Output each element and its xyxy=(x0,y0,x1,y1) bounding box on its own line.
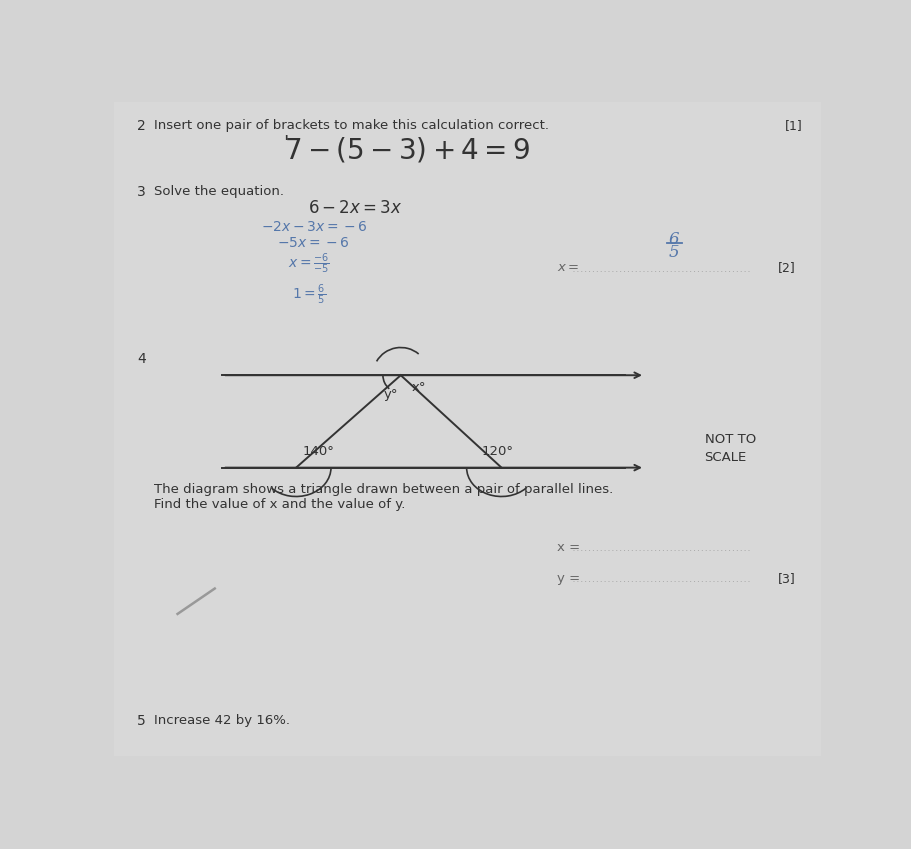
Text: 2: 2 xyxy=(137,119,146,132)
Text: Find the value of x and the value of y.: Find the value of x and the value of y. xyxy=(154,498,405,511)
Text: 120°: 120° xyxy=(481,445,513,458)
Text: $-5x=-6$: $-5x=-6$ xyxy=(276,236,349,250)
Text: y =: y = xyxy=(557,571,579,585)
Text: NOT TO
SCALE: NOT TO SCALE xyxy=(704,433,755,464)
Text: $1=\frac{6}{5}$: $1=\frac{6}{5}$ xyxy=(292,283,326,307)
Text: 3: 3 xyxy=(137,185,146,199)
Text: $6-2x=3x$: $6-2x=3x$ xyxy=(307,200,402,216)
Text: [2]: [2] xyxy=(777,261,795,274)
Text: 140°: 140° xyxy=(302,445,333,458)
Text: [1]: [1] xyxy=(783,119,802,132)
Text: 6: 6 xyxy=(669,231,679,248)
Text: 5: 5 xyxy=(669,245,679,261)
Text: x°: x° xyxy=(411,381,425,395)
Text: $x=$: $x=$ xyxy=(557,261,579,274)
Text: Insert one pair of brackets to make this calculation correct.: Insert one pair of brackets to make this… xyxy=(154,119,548,132)
Text: $x=\frac{-6}{-5}$: $x=\frac{-6}{-5}$ xyxy=(288,251,330,276)
Text: $7-(5-3)+4=9$: $7-(5-3)+4=9$ xyxy=(284,136,530,165)
Text: y°: y° xyxy=(384,387,398,401)
Text: 5: 5 xyxy=(137,714,146,728)
Text: The diagram shows a triangle drawn between a pair of parallel lines.: The diagram shows a triangle drawn betwe… xyxy=(154,483,613,496)
Text: $-2x-3x=-6$: $-2x-3x=-6$ xyxy=(261,220,367,233)
Text: x =: x = xyxy=(557,541,579,554)
Text: ': ' xyxy=(282,134,288,153)
Text: Solve the equation.: Solve the equation. xyxy=(154,185,284,198)
Text: Increase 42 by 16%.: Increase 42 by 16%. xyxy=(154,714,290,727)
Text: [3]: [3] xyxy=(777,571,795,585)
Text: 4: 4 xyxy=(137,352,146,366)
